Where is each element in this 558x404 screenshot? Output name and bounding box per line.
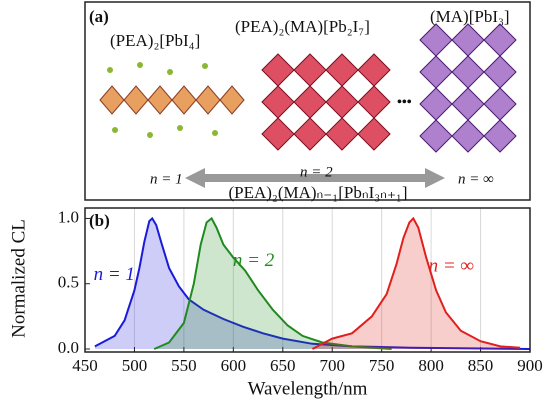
y-tick-label: 0.0 bbox=[58, 338, 79, 357]
series-label: n = ∞ bbox=[429, 256, 474, 277]
x-tick-label: 850 bbox=[468, 356, 494, 375]
n-label: n = ∞ bbox=[458, 171, 494, 187]
y-tick-label: 1.0 bbox=[58, 207, 79, 226]
series-label: n = 2 bbox=[233, 250, 275, 271]
line bbox=[153, 216, 392, 350]
x-tick-label: 650 bbox=[270, 356, 296, 375]
organic-n1 bbox=[107, 62, 218, 138]
panel-a: (a) (PEA)₂[PbI₄] (PEA)₂(MA)[Pb₂I₇] (MA)[… bbox=[84, 1, 531, 202]
x-tick-label: 600 bbox=[221, 356, 247, 375]
structure-n1 bbox=[99, 85, 245, 115]
formula: (PEA)₂(MA)ₙ₋₁[PbₙI₃ₙ₊₁] bbox=[228, 183, 407, 202]
x-tick-label: 800 bbox=[418, 356, 444, 375]
y-axis-label: Normalized CL bbox=[8, 219, 29, 338]
area bbox=[312, 218, 521, 349]
n-label: n = 2 bbox=[300, 164, 333, 180]
x-tick-label: 900 bbox=[517, 356, 543, 375]
area bbox=[94, 218, 530, 349]
line bbox=[94, 216, 531, 350]
structure-label: (PEA)₂[PbI₄] bbox=[110, 31, 200, 50]
x-tick-label: 750 bbox=[369, 356, 395, 375]
structure-label: (MA)[PbI₃] bbox=[430, 7, 510, 26]
structure-label: (PEA)₂(MA)[Pb₂I₇] bbox=[235, 17, 370, 36]
n-label: n = 1 bbox=[150, 171, 183, 187]
y-tick-label: 0.5 bbox=[58, 273, 79, 292]
x-tick-label: 550 bbox=[171, 356, 197, 375]
plot-frame bbox=[84, 207, 531, 353]
panel-b: 450 500 550 600 650 700 750 800 850 900 0.0 0.5 1.0 n… bbox=[8, 207, 543, 399]
double-arrow bbox=[185, 168, 445, 188]
ellipsis: ••• bbox=[397, 95, 412, 110]
panel-label: (a) bbox=[89, 7, 109, 26]
x-tick-label: 450 bbox=[72, 356, 98, 375]
series-label: n = 1 bbox=[94, 264, 135, 285]
x-axis-label: Wavelength/nm bbox=[248, 378, 368, 399]
x-tick-label: 500 bbox=[122, 356, 148, 375]
area bbox=[154, 218, 392, 349]
panel-label: (b) bbox=[89, 211, 110, 230]
structure-ninf bbox=[419, 23, 517, 153]
x-tick-label: 700 bbox=[319, 356, 345, 375]
structure-n2 bbox=[261, 53, 391, 151]
line bbox=[311, 216, 521, 350]
